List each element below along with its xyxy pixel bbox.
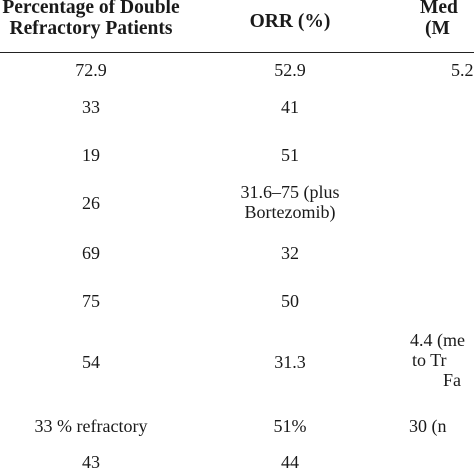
cell-double-refractory: 72.9 bbox=[75, 60, 107, 80]
cell-orr: 51% bbox=[273, 416, 307, 436]
cell-median: 30 (n bbox=[409, 416, 447, 436]
header-double-refractory: Percentage of Double Refractory Patients bbox=[0, 0, 206, 39]
cell-double-refractory: 19 bbox=[82, 145, 100, 165]
cell-orr: 31.3 bbox=[274, 352, 306, 372]
cell-double-refractory: 54 bbox=[82, 352, 100, 372]
cell-median: 4.4 (me to Tr Fa bbox=[410, 330, 474, 390]
cell-line: Bortezomib) bbox=[244, 202, 336, 222]
cell-double-refractory: 75 bbox=[82, 291, 100, 311]
cell-orr: 52.9 bbox=[274, 60, 306, 80]
header-line: Refractory Patients bbox=[9, 18, 173, 39]
cell-orr: 41 bbox=[281, 97, 299, 117]
cell-orr: 50 bbox=[281, 291, 299, 311]
cell-orr: 51 bbox=[281, 145, 299, 165]
header-rule bbox=[0, 52, 474, 53]
header-line: ORR (%) bbox=[249, 11, 331, 32]
cell-orr: 31.6–75 (plus Bortezomib) bbox=[203, 182, 377, 222]
cell-orr: 32 bbox=[281, 243, 299, 263]
header-line: Med bbox=[420, 0, 458, 18]
header-line: Percentage of Double bbox=[2, 0, 180, 18]
cell-double-refractory: 33 % refractory bbox=[34, 416, 148, 436]
cell-double-refractory: 43 bbox=[82, 452, 100, 472]
cell-line: Fa bbox=[443, 370, 461, 390]
cell-line: 31.6–75 (plus bbox=[240, 182, 340, 202]
cell-orr: 44 bbox=[281, 452, 299, 472]
header-line: (M bbox=[425, 18, 450, 39]
cell-median: 5.2 bbox=[451, 60, 474, 80]
cell-line: 4.4 (me bbox=[410, 330, 465, 350]
header-orr: ORR (%) bbox=[203, 11, 377, 32]
header-median: Med (M bbox=[420, 0, 474, 39]
cell-double-refractory: 69 bbox=[82, 243, 100, 263]
cell-double-refractory: 33 bbox=[82, 97, 100, 117]
cell-line: to Tr bbox=[412, 350, 447, 370]
cell-double-refractory: 26 bbox=[82, 193, 100, 213]
